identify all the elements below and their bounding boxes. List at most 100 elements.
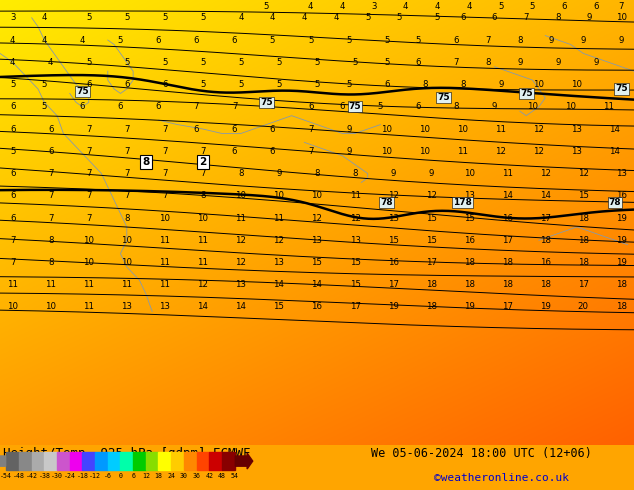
Text: 7: 7 [162,191,167,200]
Text: 7: 7 [524,13,529,23]
Text: 4: 4 [80,36,85,45]
Text: 75: 75 [520,89,533,98]
Text: 7: 7 [162,169,167,178]
Text: 16: 16 [616,191,627,200]
Text: 15: 15 [349,280,361,289]
Text: 10: 10 [83,258,94,267]
Text: 15: 15 [425,236,437,245]
Text: 18: 18 [578,258,589,267]
Text: 5: 5 [397,13,402,23]
Text: 6: 6 [232,36,237,45]
Text: 5: 5 [162,58,167,67]
Text: 15: 15 [463,214,475,222]
Bar [19,452,32,470]
Text: 6: 6 [562,2,567,11]
Text: -54: -54 [1,473,12,479]
Text: 17: 17 [540,214,551,222]
Text: 6: 6 [131,473,135,479]
Text: 4: 4 [333,13,339,23]
Bar [158,452,171,470]
Text: -6: -6 [104,473,112,479]
Text: 12: 12 [197,280,209,289]
Text: 11: 11 [457,147,469,156]
Text: 4: 4 [435,2,440,11]
Text: 14: 14 [273,280,285,289]
Text: 30: 30 [180,473,188,479]
Text: 6: 6 [10,191,15,200]
Text: 6: 6 [156,102,161,111]
Text: 178: 178 [453,198,472,207]
Text: 16: 16 [463,236,475,245]
Text: 6: 6 [232,147,237,156]
Text: 16: 16 [387,258,399,267]
Text: 19: 19 [387,302,399,312]
Text: 4: 4 [10,36,15,45]
Text: 7: 7 [162,147,167,156]
Text: 9: 9 [619,36,624,45]
Text: 7: 7 [86,214,91,222]
Text: 9: 9 [346,147,351,156]
Bar [57,452,70,470]
Text: 3: 3 [10,13,15,23]
Text: 10: 10 [197,214,209,222]
Text: 6: 6 [118,102,123,111]
Text: 5: 5 [270,36,275,45]
Text: 19: 19 [463,302,475,312]
Text: 5: 5 [86,58,91,67]
Text: 8: 8 [314,169,320,178]
Text: 6: 6 [156,36,161,45]
Text: 4: 4 [10,58,15,67]
Text: 18: 18 [501,258,513,267]
Text: 16: 16 [501,214,513,222]
Text: 13: 13 [616,169,627,178]
Text: 16: 16 [311,302,323,312]
Bar [32,452,44,470]
Text: 7: 7 [48,214,53,222]
Text: 11: 11 [159,280,171,289]
Text: 12: 12 [578,169,589,178]
Text: 11: 11 [603,102,614,111]
Text: 8: 8 [555,13,560,23]
Text: 7: 7 [124,124,129,134]
Text: 6: 6 [492,13,497,23]
Text: 18: 18 [425,302,437,312]
Text: 7: 7 [124,191,129,200]
Text: 9: 9 [593,58,598,67]
Text: 10: 10 [7,302,18,312]
Text: 5: 5 [276,80,281,89]
Text: 17: 17 [501,236,513,245]
Text: 7: 7 [162,124,167,134]
Text: 19: 19 [616,214,627,222]
Text: 5: 5 [384,36,389,45]
Text: 10: 10 [565,102,576,111]
Text: 18: 18 [616,302,627,312]
Text: 14: 14 [235,302,247,312]
Text: 7: 7 [194,102,199,111]
Text: 10: 10 [616,13,627,23]
Text: 48: 48 [218,473,226,479]
Text: 12: 12 [533,124,545,134]
Text: 15: 15 [273,302,285,312]
Text: 5: 5 [238,58,243,67]
Text: 5: 5 [435,13,440,23]
Text: 12: 12 [495,147,507,156]
Text: 18: 18 [616,280,627,289]
Text: 6: 6 [232,124,237,134]
Text: 9: 9 [555,58,560,67]
Text: 11: 11 [273,214,285,222]
Text: 6: 6 [10,214,15,222]
Text: 5: 5 [238,80,243,89]
Text: 5: 5 [86,13,91,23]
Bar [108,452,120,470]
Text: 18: 18 [425,280,437,289]
Text: 15: 15 [387,236,399,245]
Text: 5: 5 [200,13,205,23]
Text: 4: 4 [308,2,313,11]
Text: 8: 8 [517,36,522,45]
Text: 12: 12 [142,473,150,479]
Text: 6: 6 [10,169,15,178]
Text: 4: 4 [48,58,53,67]
Text: 12: 12 [235,236,247,245]
Text: 9: 9 [581,36,586,45]
Text: 11: 11 [121,280,133,289]
